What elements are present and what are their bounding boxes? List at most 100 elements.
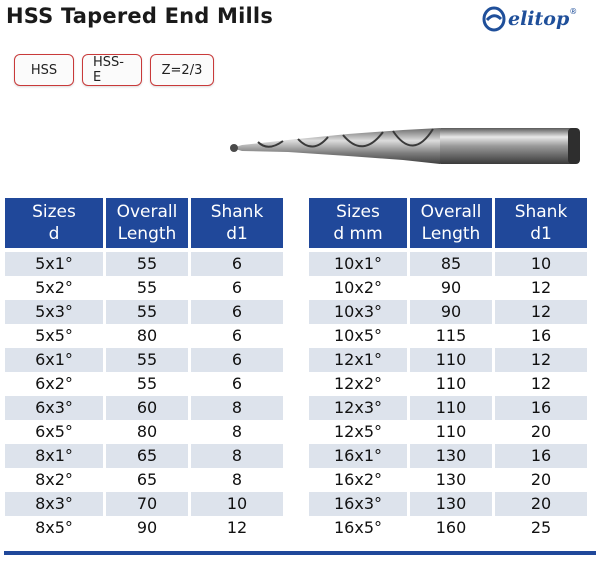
header-line2: d: [48, 224, 60, 244]
table-row: 5x2° 55 6: [5, 276, 283, 300]
cell-size: 6x1°: [5, 348, 103, 372]
spec-table-right: Sizes d mm Overall Length Shank d1 10x1°…: [306, 198, 590, 540]
cell-size: 12x5°: [309, 420, 407, 444]
cell-shank: 6: [191, 252, 283, 276]
cell-shank: 10: [191, 492, 283, 516]
header-line2: d1: [530, 224, 552, 244]
cell-shank: 16: [495, 324, 587, 348]
cell-shank: 6: [191, 276, 283, 300]
cell-size: 16x5°: [309, 516, 407, 540]
cell-shank: 6: [191, 372, 283, 396]
cell-size: 10x2°: [309, 276, 407, 300]
cell-size: 8x3°: [5, 492, 103, 516]
cell-shank: 25: [495, 516, 587, 540]
cell-overall-length: 55: [106, 348, 188, 372]
cell-shank: 12: [191, 516, 283, 540]
cell-overall-length: 110: [410, 396, 492, 420]
header-line1: Shank: [210, 202, 264, 222]
table-row: 10x5° 115 16: [309, 324, 587, 348]
header-sizes: Sizes d mm: [309, 198, 407, 252]
header-line1: Overall: [420, 202, 482, 222]
cell-size: 10x5°: [309, 324, 407, 348]
table-row: 16x1° 130 16: [309, 444, 587, 468]
table-row: 10x3° 90 12: [309, 300, 587, 324]
cell-overall-length: 130: [410, 444, 492, 468]
registered-mark: ®: [569, 7, 578, 16]
header-line1: Shank: [514, 202, 568, 222]
header-line2: d mm: [333, 224, 383, 244]
cell-size: 5x1°: [5, 252, 103, 276]
cell-size: 10x1°: [309, 252, 407, 276]
table-row: 6x2° 55 6: [5, 372, 283, 396]
cell-overall-length: 85: [410, 252, 492, 276]
cell-shank: 8: [191, 468, 283, 492]
cell-shank: 12: [495, 300, 587, 324]
table-row: 6x3° 60 8: [5, 396, 283, 420]
cell-overall-length: 65: [106, 468, 188, 492]
table-row: 12x3° 110 16: [309, 396, 587, 420]
cell-size: 10x3°: [309, 300, 407, 324]
bottom-divider: [4, 551, 596, 555]
cell-shank: 8: [191, 396, 283, 420]
header-overall-length: Overall Length: [106, 198, 188, 252]
cell-overall-length: 55: [106, 300, 188, 324]
cell-size: 5x5°: [5, 324, 103, 348]
cell-overall-length: 60: [106, 396, 188, 420]
table-row: 5x3° 55 6: [5, 300, 283, 324]
cell-overall-length: 55: [106, 252, 188, 276]
table-row: 5x5° 80 6: [5, 324, 283, 348]
page-title: HSS Tapered End Mills: [6, 4, 274, 28]
cell-shank: 20: [495, 492, 587, 516]
cell-size: 6x3°: [5, 396, 103, 420]
cell-shank: 16: [495, 396, 587, 420]
header-overall-length: Overall Length: [410, 198, 492, 252]
spec-table-left: Sizes d Overall Length Shank d1 5x1° 55 6 5…: [2, 198, 286, 540]
cell-shank: 8: [191, 420, 283, 444]
cell-overall-length: 80: [106, 420, 188, 444]
brand-logo: elitop ®: [482, 4, 594, 34]
cell-overall-length: 70: [106, 492, 188, 516]
cell-shank: 8: [191, 444, 283, 468]
cell-size: 6x2°: [5, 372, 103, 396]
badge-flutes: Z=2/3: [150, 54, 214, 86]
cell-overall-length: 110: [410, 348, 492, 372]
table-row: 12x2° 110 12: [309, 372, 587, 396]
cell-overall-length: 110: [410, 372, 492, 396]
table-row: 16x3° 130 20: [309, 492, 587, 516]
cell-shank: 20: [495, 420, 587, 444]
cell-shank: 16: [495, 444, 587, 468]
table-row: 6x1° 55 6: [5, 348, 283, 372]
cell-shank: 6: [191, 348, 283, 372]
cell-size: 16x1°: [309, 444, 407, 468]
cell-overall-length: 160: [410, 516, 492, 540]
cell-size: 8x1°: [5, 444, 103, 468]
table-row: 10x1° 85 10: [309, 252, 587, 276]
header-sizes: Sizes d: [5, 198, 103, 252]
elitop-swirl-logo-icon: [482, 6, 506, 32]
cell-shank: 12: [495, 372, 587, 396]
table-row: 10x2° 90 12: [309, 276, 587, 300]
cell-overall-length: 90: [106, 516, 188, 540]
cell-size: 12x1°: [309, 348, 407, 372]
badge-hss-e: HSS-E: [82, 54, 142, 86]
header-line2: d1: [226, 224, 248, 244]
cell-overall-length: 55: [106, 276, 188, 300]
table-row: 8x1° 65 8: [5, 444, 283, 468]
cell-shank: 12: [495, 348, 587, 372]
cell-overall-length: 65: [106, 444, 188, 468]
cell-overall-length: 55: [106, 372, 188, 396]
table-row: 5x1° 55 6: [5, 252, 283, 276]
cell-size: 8x5°: [5, 516, 103, 540]
cell-size: 6x5°: [5, 420, 103, 444]
cell-overall-length: 90: [410, 276, 492, 300]
cell-shank: 6: [191, 324, 283, 348]
header-line1: Overall: [116, 202, 178, 222]
table-row: 8x5° 90 12: [5, 516, 283, 540]
table-row: 12x1° 110 12: [309, 348, 587, 372]
cell-size: 16x2°: [309, 468, 407, 492]
badge-hss: HSS: [14, 54, 74, 86]
table-row: 8x2° 65 8: [5, 468, 283, 492]
cell-shank: 6: [191, 300, 283, 324]
cell-shank: 12: [495, 276, 587, 300]
logo-text: elitop: [508, 8, 570, 30]
